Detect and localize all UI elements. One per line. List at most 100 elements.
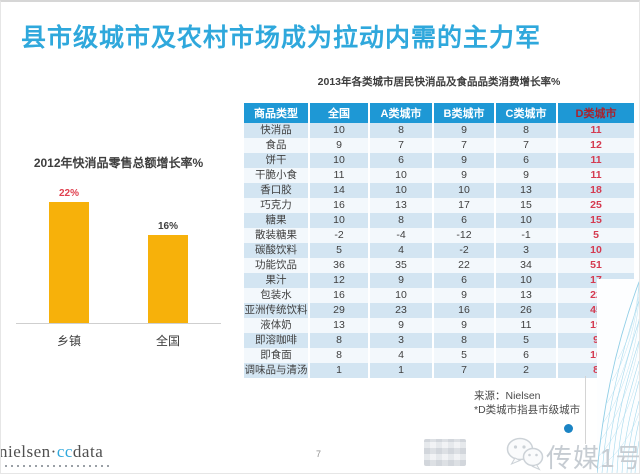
column-header: 全国 xyxy=(308,103,368,123)
table-cell: 29 xyxy=(308,303,368,318)
table-cell: 糖果 xyxy=(244,213,308,228)
source-notes: 来源：Nielsen *D类城市指县市级城市 xyxy=(474,389,580,417)
table-cell: 10 xyxy=(368,288,432,303)
table-cell: 香口胶 xyxy=(244,183,308,198)
table-row: 碳酸饮料 5 4 -2 3 10 xyxy=(244,243,634,258)
table-row: 散装糖果 -2 -4 -12 -1 5 xyxy=(244,228,634,243)
table-cell: 13 xyxy=(494,183,556,198)
table-cell: 7 xyxy=(368,138,432,153)
chart-baseline xyxy=(16,323,221,324)
table-cell: 1 xyxy=(368,363,432,378)
table-row: 液体奶 13 9 9 11 19 xyxy=(244,318,634,333)
table-row: 包装水 16 10 9 13 22 xyxy=(244,288,634,303)
table-cell: 7 xyxy=(432,363,494,378)
page-number: 7 xyxy=(316,449,322,459)
table-cell: 7 xyxy=(432,138,494,153)
table-cell: 10 xyxy=(368,168,432,183)
watermark-text: 传媒1号 xyxy=(546,443,640,473)
table-row: 调味品与清汤 1 1 7 2 8 xyxy=(244,363,634,378)
table-cell: 15 xyxy=(494,198,556,213)
table-cell: 9 xyxy=(432,153,494,168)
chart-bar xyxy=(148,235,188,323)
table-header-row: 商品类型 全国 A类城市 B类城市 C类城市 D类城市 xyxy=(244,103,634,123)
source-line: 来源：Nielsen xyxy=(474,390,541,402)
column-header: 商品类型 xyxy=(244,103,308,123)
table-cell: 15 xyxy=(556,213,634,228)
table-cell: 5 xyxy=(432,348,494,363)
table-cell: -2 xyxy=(308,228,368,243)
table-cell: 8 xyxy=(308,348,368,363)
table-cell: 6 xyxy=(368,153,432,168)
table-row: 功能饮品 36 35 22 34 51 xyxy=(244,258,634,273)
table-cell: 11 xyxy=(494,318,556,333)
table-cell: 23 xyxy=(368,303,432,318)
table-cell: 10 xyxy=(368,183,432,198)
table-cell: 7 xyxy=(494,138,556,153)
data-table-section: 2013年各类城市居民快消品及食品品类消费增长率% 商品类型 全国 A类城市 B类城市… xyxy=(244,74,634,378)
table-cell: 51 xyxy=(556,258,634,273)
bar-column: 22% xyxy=(49,188,89,323)
table-cell: 17 xyxy=(432,198,494,213)
bar-chart: 2012年快消品零售总额增长率% 22% 16% 乡镇 全国 xyxy=(16,154,221,348)
table-row: 糖果 10 8 6 10 15 xyxy=(244,213,634,228)
table-cell: -1 xyxy=(494,228,556,243)
table-cell: 3 xyxy=(368,333,432,348)
table-cell: 5 xyxy=(494,333,556,348)
table-cell: 18 xyxy=(556,183,634,198)
bar-value-label: 16% xyxy=(157,221,178,232)
table-cell: 快消品 xyxy=(244,123,308,138)
table-cell: 11 xyxy=(556,168,634,183)
table-cell: 即食面 xyxy=(244,348,308,363)
table-cell: 26 xyxy=(494,303,556,318)
table-cell: 9 xyxy=(432,168,494,183)
table-cell: 食品 xyxy=(244,138,308,153)
table-cell: 3 xyxy=(494,243,556,258)
table-cell: 11 xyxy=(556,153,634,168)
table-body: 快消品 10 8 9 8 11 食品 9 7 7 7 12 饼干 10 6 9 6 11 干脆小食 11 10 9 9 11 香… xyxy=(244,123,634,378)
table-cell: 2 xyxy=(494,363,556,378)
table-cell: 9 xyxy=(308,138,368,153)
blurred-mosaic-watermark xyxy=(424,439,466,466)
table-cell: 液体奶 xyxy=(244,318,308,333)
table-row: 亚洲传统饮料 29 23 16 26 45 xyxy=(244,303,634,318)
table-cell: 34 xyxy=(494,258,556,273)
column-header: D类城市 xyxy=(556,103,634,123)
table-cell: 亚洲传统饮料 xyxy=(244,303,308,318)
table-cell: 9 xyxy=(432,318,494,333)
table-cell: 11 xyxy=(308,168,368,183)
table-row: 香口胶 14 10 10 13 18 xyxy=(244,183,634,198)
nielsen-ccdata-logo: nielsen·ccdata xyxy=(1,442,111,467)
wechat-icon xyxy=(506,437,544,471)
table-cell: 10 xyxy=(308,153,368,168)
column-header: A类城市 xyxy=(368,103,432,123)
column-header: C类城市 xyxy=(494,103,556,123)
table-cell: 25 xyxy=(556,198,634,213)
table-cell: 9 xyxy=(368,273,432,288)
table-cell: 6 xyxy=(432,273,494,288)
table-cell: 10 xyxy=(308,213,368,228)
table-cell: 干脆小食 xyxy=(244,168,308,183)
table-cell: 10 xyxy=(556,243,634,258)
table-cell: 8 xyxy=(368,213,432,228)
blue-dot-decoration xyxy=(564,424,573,433)
footnote-line: *D类城市指县市级城市 xyxy=(474,404,581,416)
table-cell: 13 xyxy=(368,198,432,213)
table-cell: 饼干 xyxy=(244,153,308,168)
table-cell: 14 xyxy=(308,183,368,198)
table-cell: 4 xyxy=(368,243,432,258)
table-cell: 5 xyxy=(556,228,634,243)
table-cell: 8 xyxy=(494,123,556,138)
table-cell: 果汁 xyxy=(244,273,308,288)
table-cell: 22 xyxy=(432,258,494,273)
table-cell: 8 xyxy=(432,333,494,348)
table-cell: 11 xyxy=(556,123,634,138)
table-cell: 10 xyxy=(308,123,368,138)
table-cell: 9 xyxy=(432,288,494,303)
table-cell: 35 xyxy=(368,258,432,273)
table-cell: 12 xyxy=(308,273,368,288)
table-cell: 16 xyxy=(432,303,494,318)
table-cell: 9 xyxy=(368,318,432,333)
table-cell: 6 xyxy=(432,213,494,228)
table-title: 2013年各类城市居民快消品及食品品类消费增长率% xyxy=(317,76,561,88)
table-row: 即食面 8 4 5 6 10 xyxy=(244,348,634,363)
